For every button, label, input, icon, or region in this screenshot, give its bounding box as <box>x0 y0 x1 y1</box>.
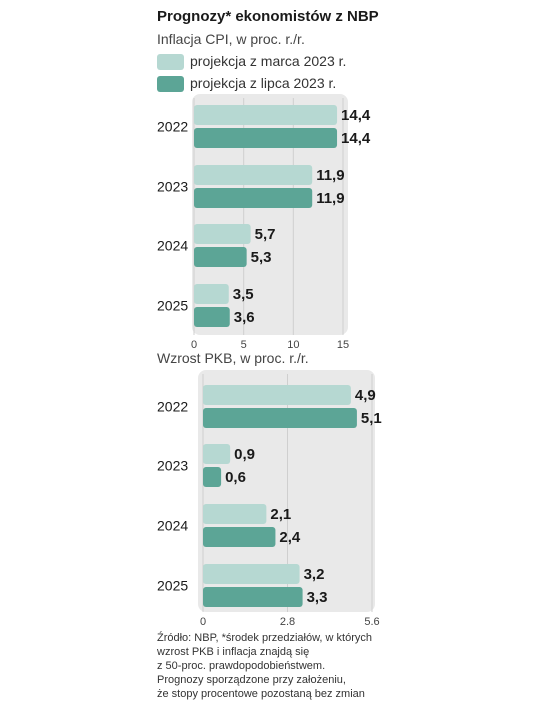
category-label-2022: 2022 <box>157 399 188 415</box>
x-tick-label: 15 <box>337 339 349 351</box>
x-tick-label: 0 <box>200 616 206 628</box>
source-line: Źródło: NBP, *środek przedziałów, w któr… <box>157 632 372 644</box>
chart-svg: 0 5 10 15 2022 14,4 14,4 2023 11,9 11,9 2024 5,7 5,3… <box>157 94 371 351</box>
legend-label-july: projekcja z lipca 2023 r. <box>190 75 337 91</box>
category-label-2025: 2025 <box>157 578 188 594</box>
bar-july-2023 <box>203 467 222 487</box>
legend-swatch-july <box>157 76 184 92</box>
source-line: że stopy procentowe pozostaną bez zmian <box>157 688 365 700</box>
bar-march-2025 <box>203 564 300 584</box>
x-tick-label: 10 <box>287 339 299 351</box>
category-label-2022: 2022 <box>157 119 188 135</box>
bar-march-2022 <box>203 385 351 405</box>
x-tick-label: 5.6 <box>364 616 379 628</box>
x-tick-label: 0 <box>191 339 197 351</box>
bar-march-2022 <box>194 105 338 125</box>
value-label: 3,6 <box>234 309 255 326</box>
value-label: 2,4 <box>279 529 301 546</box>
value-label: 5,7 <box>255 226 276 243</box>
chart-svg: 0 2.8 5.6 2022 4,9 5,1 2023 0,9 0,6 2024 2,1 2,4 202… <box>157 370 382 628</box>
value-label: 2,1 <box>270 506 291 523</box>
value-label: 5,3 <box>251 249 272 266</box>
category-label-2025: 2025 <box>157 298 188 314</box>
bar-march-2023 <box>194 165 313 185</box>
legend-label-march: projekcja z marca 2023 r. <box>190 53 347 69</box>
bar-july-2023 <box>194 188 313 208</box>
source-line: wzrost PKB i inflacja znajdą się <box>157 646 310 658</box>
value-label: 11,9 <box>316 167 344 184</box>
value-label: 4,9 <box>355 387 376 404</box>
value-label: 3,2 <box>304 566 325 583</box>
bar-july-2022 <box>194 128 338 148</box>
legend-swatch-march <box>157 54 184 70</box>
value-label: 0,6 <box>225 469 246 486</box>
bar-march-2025 <box>194 284 229 304</box>
source-note: Źródło: NBP, *środek przedziałów, w któr… <box>157 631 372 701</box>
value-label: 5,1 <box>361 410 382 427</box>
bar-march-2024 <box>203 504 267 524</box>
value-label: 3,5 <box>233 286 254 303</box>
bar-march-2023 <box>203 444 231 464</box>
chart-cpi: 0 5 10 15 2022 14,4 14,4 2023 11,9 11,9 2024 5,7 5,3… <box>0 94 536 354</box>
category-label-2023: 2023 <box>157 458 188 474</box>
x-tick-label: 2.8 <box>280 616 295 628</box>
chart-title-pkb: Wzrost PKB, w proc. r./r. <box>157 350 309 366</box>
category-label-2023: 2023 <box>157 179 188 195</box>
chart-title-cpi: Inflacja CPI, w proc. r./r. <box>157 31 305 47</box>
value-label: 11,9 <box>316 190 344 207</box>
value-label: 14,4 <box>341 130 371 147</box>
x-tick-label: 5 <box>241 339 247 351</box>
bar-july-2024 <box>194 247 247 267</box>
chart-pkb: 0 2.8 5.6 2022 4,9 5,1 2023 0,9 0,6 2024 2,1 2,4 202… <box>0 350 536 632</box>
category-label-2024: 2024 <box>157 518 188 534</box>
value-label: 14,4 <box>341 107 371 124</box>
bar-march-2024 <box>194 224 251 244</box>
value-label: 3,3 <box>307 589 328 606</box>
bar-july-2025 <box>203 587 303 607</box>
bar-july-2024 <box>203 527 276 547</box>
page-title: Prognozy* ekonomistów z NBP <box>157 8 379 25</box>
bar-july-2025 <box>194 307 230 327</box>
value-label: 0,9 <box>234 446 255 463</box>
source-line: z 50-proc. prawdopodobieństwem. <box>157 660 326 672</box>
plot-background <box>192 94 348 335</box>
bar-july-2022 <box>203 408 357 428</box>
source-line: Prognozy sporządzone przy założeniu, <box>157 674 346 686</box>
category-label-2024: 2024 <box>157 238 188 254</box>
plot-background <box>198 370 375 612</box>
